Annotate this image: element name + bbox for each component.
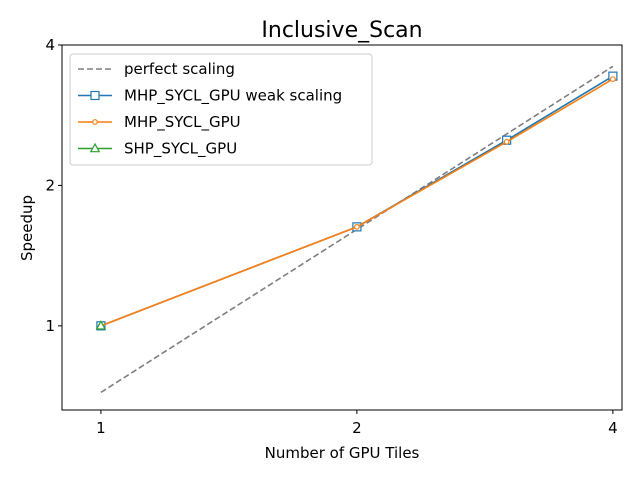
x-tick-label-1: 2 xyxy=(352,419,362,437)
x-tick-label-2: 4 xyxy=(608,419,618,437)
axes-frame xyxy=(61,44,623,411)
legend-marker-3 xyxy=(89,142,101,153)
series-2-point-3 xyxy=(609,76,616,83)
series-2-point-2 xyxy=(503,138,510,145)
series-3-point-0 xyxy=(95,320,107,330)
y-axis-label: Speedup xyxy=(18,195,36,261)
y-tick-label-1: 2 xyxy=(45,176,55,194)
legend-marker-1 xyxy=(90,90,100,101)
legend: perfect scaling MHP_SYCL_GPU weak scaling… xyxy=(69,53,373,166)
legend-box xyxy=(69,53,373,166)
plot-area xyxy=(95,65,618,394)
legend-label-2: MHP_SYCL_GPU xyxy=(124,113,241,132)
legend-label-3: SHP_SYCL_GPU xyxy=(124,140,237,159)
legend-label-0: perfect scaling xyxy=(124,60,235,78)
legend-label-1: MHP_SYCL_GPU weak scaling xyxy=(124,87,342,106)
series-line-2 xyxy=(100,78,614,327)
x-axis-label: Number of GPU Tiles xyxy=(265,444,420,462)
series-line-0 xyxy=(100,65,614,394)
axis-ticks: 1 2 4 1 2 4 xyxy=(45,36,617,437)
x-tick-label-0: 1 xyxy=(96,419,106,437)
legend-marker-2 xyxy=(92,119,98,125)
series-2-point-1 xyxy=(353,223,360,230)
chart-title: Inclusive_Scan xyxy=(261,18,422,43)
y-tick-label-2: 4 xyxy=(45,36,55,54)
y-tick-label-0: 1 xyxy=(45,317,55,335)
